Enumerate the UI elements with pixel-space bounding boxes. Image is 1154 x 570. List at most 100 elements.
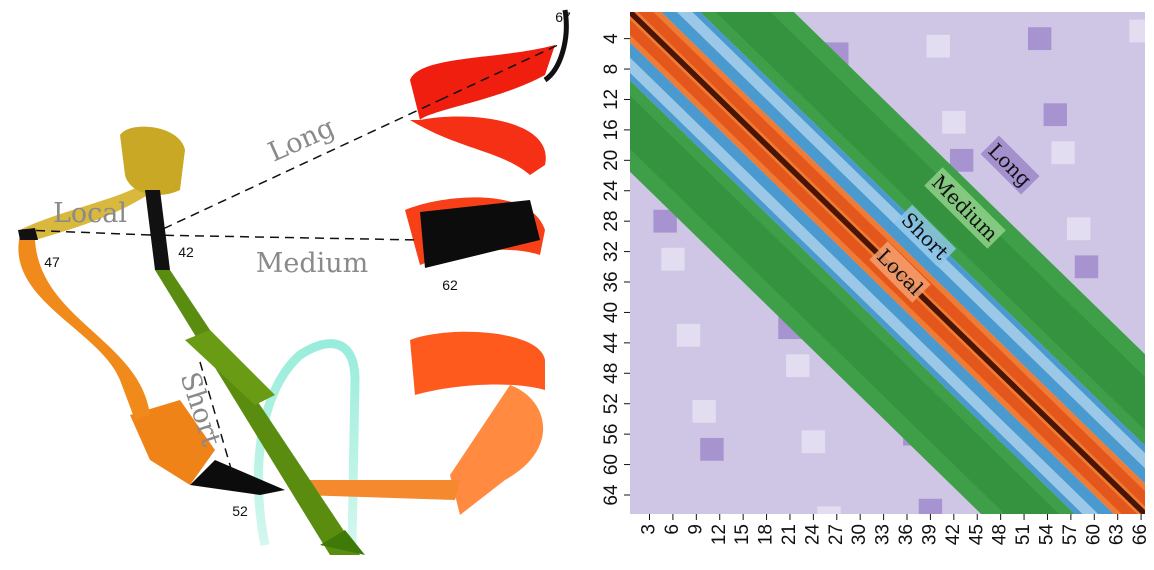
y-tick-label: 48 bbox=[601, 363, 622, 384]
patch bbox=[1074, 255, 1099, 279]
x-tick-label: 60 bbox=[1083, 524, 1104, 545]
contact-label: Medium bbox=[256, 248, 369, 279]
yellow-cap bbox=[120, 126, 185, 195]
medium-line bbox=[149, 234, 421, 241]
label-box bbox=[980, 135, 1040, 195]
x-tick-label: 63 bbox=[1107, 524, 1128, 545]
y-tick-label: 64 bbox=[601, 484, 622, 506]
patch bbox=[1129, 19, 1145, 43]
x-tick-label: 57 bbox=[1060, 524, 1081, 545]
patch bbox=[676, 323, 701, 347]
x-tick-label: 39 bbox=[919, 524, 940, 545]
x-tick-label: 30 bbox=[849, 524, 870, 545]
contact-label: Long bbox=[264, 112, 340, 168]
patch bbox=[661, 247, 685, 271]
protein-ribbon: 67 42 47 62 52 Long Local Medium Short bbox=[18, 9, 571, 555]
contact-labels: Long Local Medium Short bbox=[53, 112, 368, 450]
residue-label: 47 bbox=[44, 254, 60, 270]
label-box bbox=[869, 241, 931, 303]
y-tick-label: 60 bbox=[601, 454, 622, 475]
patch bbox=[926, 34, 950, 58]
x-tick-label: 24 bbox=[802, 524, 823, 546]
patch bbox=[700, 437, 724, 461]
x-tick-label: 51 bbox=[1013, 524, 1034, 545]
x-tick-label: 18 bbox=[756, 524, 777, 545]
band bbox=[715, 12, 1145, 431]
x-tick-label: 45 bbox=[966, 524, 987, 545]
y-tick-label: 52 bbox=[601, 393, 622, 414]
y-tick-label: 40 bbox=[601, 302, 622, 323]
label-box bbox=[893, 204, 957, 268]
patch bbox=[949, 148, 974, 172]
y-tick-label: 8 bbox=[601, 64, 622, 75]
patch bbox=[786, 354, 810, 378]
x-tick-label: 21 bbox=[779, 524, 800, 545]
x-tick-label: 3 bbox=[639, 524, 660, 535]
x-tick-label: 6 bbox=[662, 524, 683, 535]
y-tick-label: 16 bbox=[601, 119, 622, 140]
band bbox=[630, 95, 1060, 514]
loop-orange bbox=[18, 235, 150, 420]
helix-turn bbox=[410, 331, 545, 395]
long-line bbox=[149, 99, 441, 236]
patch bbox=[801, 430, 826, 454]
band bbox=[630, 57, 1099, 514]
contact-lines bbox=[21, 44, 559, 473]
helix-turn bbox=[450, 385, 544, 515]
loop-yellow bbox=[20, 180, 155, 240]
y-tick-label: 28 bbox=[601, 211, 622, 232]
x-tick-label: 33 bbox=[873, 524, 894, 545]
patch bbox=[817, 506, 841, 514]
x-tick-label: 27 bbox=[826, 524, 847, 545]
x-tick-label: 12 bbox=[709, 524, 730, 545]
helix-turn bbox=[410, 45, 555, 120]
patch bbox=[1066, 217, 1091, 241]
patch bbox=[1043, 103, 1067, 127]
residue-label: 67 bbox=[555, 9, 571, 25]
loop-black bbox=[190, 460, 285, 495]
y-tick-label: 32 bbox=[601, 241, 622, 262]
helix-turn bbox=[410, 116, 546, 175]
contact-label: Local bbox=[53, 198, 127, 229]
y-tick-label: 20 bbox=[601, 150, 622, 171]
band bbox=[630, 42, 1114, 514]
patch bbox=[653, 209, 677, 233]
x-tick-label: 42 bbox=[943, 524, 964, 545]
loop-black bbox=[18, 228, 38, 240]
label-box bbox=[924, 167, 1006, 249]
x-tick-label: 15 bbox=[732, 524, 753, 545]
patch bbox=[942, 110, 966, 134]
y-tick-label: 24 bbox=[601, 180, 622, 202]
loop-orange bbox=[130, 400, 215, 485]
strand bbox=[300, 480, 460, 500]
strand-black bbox=[145, 190, 170, 270]
helix-black bbox=[420, 200, 540, 268]
x-tick-label: 9 bbox=[685, 524, 706, 535]
residue-label: 62 bbox=[442, 277, 458, 293]
x-tick-label: 36 bbox=[896, 524, 917, 545]
residue-label: 42 bbox=[178, 244, 194, 260]
strand-tip bbox=[320, 530, 365, 555]
y-tick-label: 44 bbox=[601, 332, 622, 354]
strand-black bbox=[543, 9, 569, 83]
band bbox=[637, 12, 1145, 507]
patch bbox=[1051, 141, 1075, 165]
y-tick-label: 12 bbox=[601, 89, 622, 110]
x-tick-label: 48 bbox=[990, 524, 1011, 545]
residue-labels: 67 42 47 62 52 bbox=[44, 9, 571, 519]
short-line bbox=[199, 361, 233, 473]
x-tick-label: 66 bbox=[1130, 524, 1151, 545]
residue-label: 52 bbox=[232, 503, 248, 519]
long-line bbox=[439, 44, 559, 101]
x-tick-label: 54 bbox=[1036, 524, 1057, 546]
patch bbox=[918, 498, 943, 514]
y-tick-label: 56 bbox=[601, 424, 622, 445]
y-tick-label: 36 bbox=[601, 271, 622, 292]
patch bbox=[1027, 27, 1052, 51]
patch bbox=[692, 399, 716, 423]
band bbox=[676, 12, 1145, 469]
y-tick-label: 4 bbox=[601, 33, 622, 44]
strand-green bbox=[185, 330, 275, 405]
